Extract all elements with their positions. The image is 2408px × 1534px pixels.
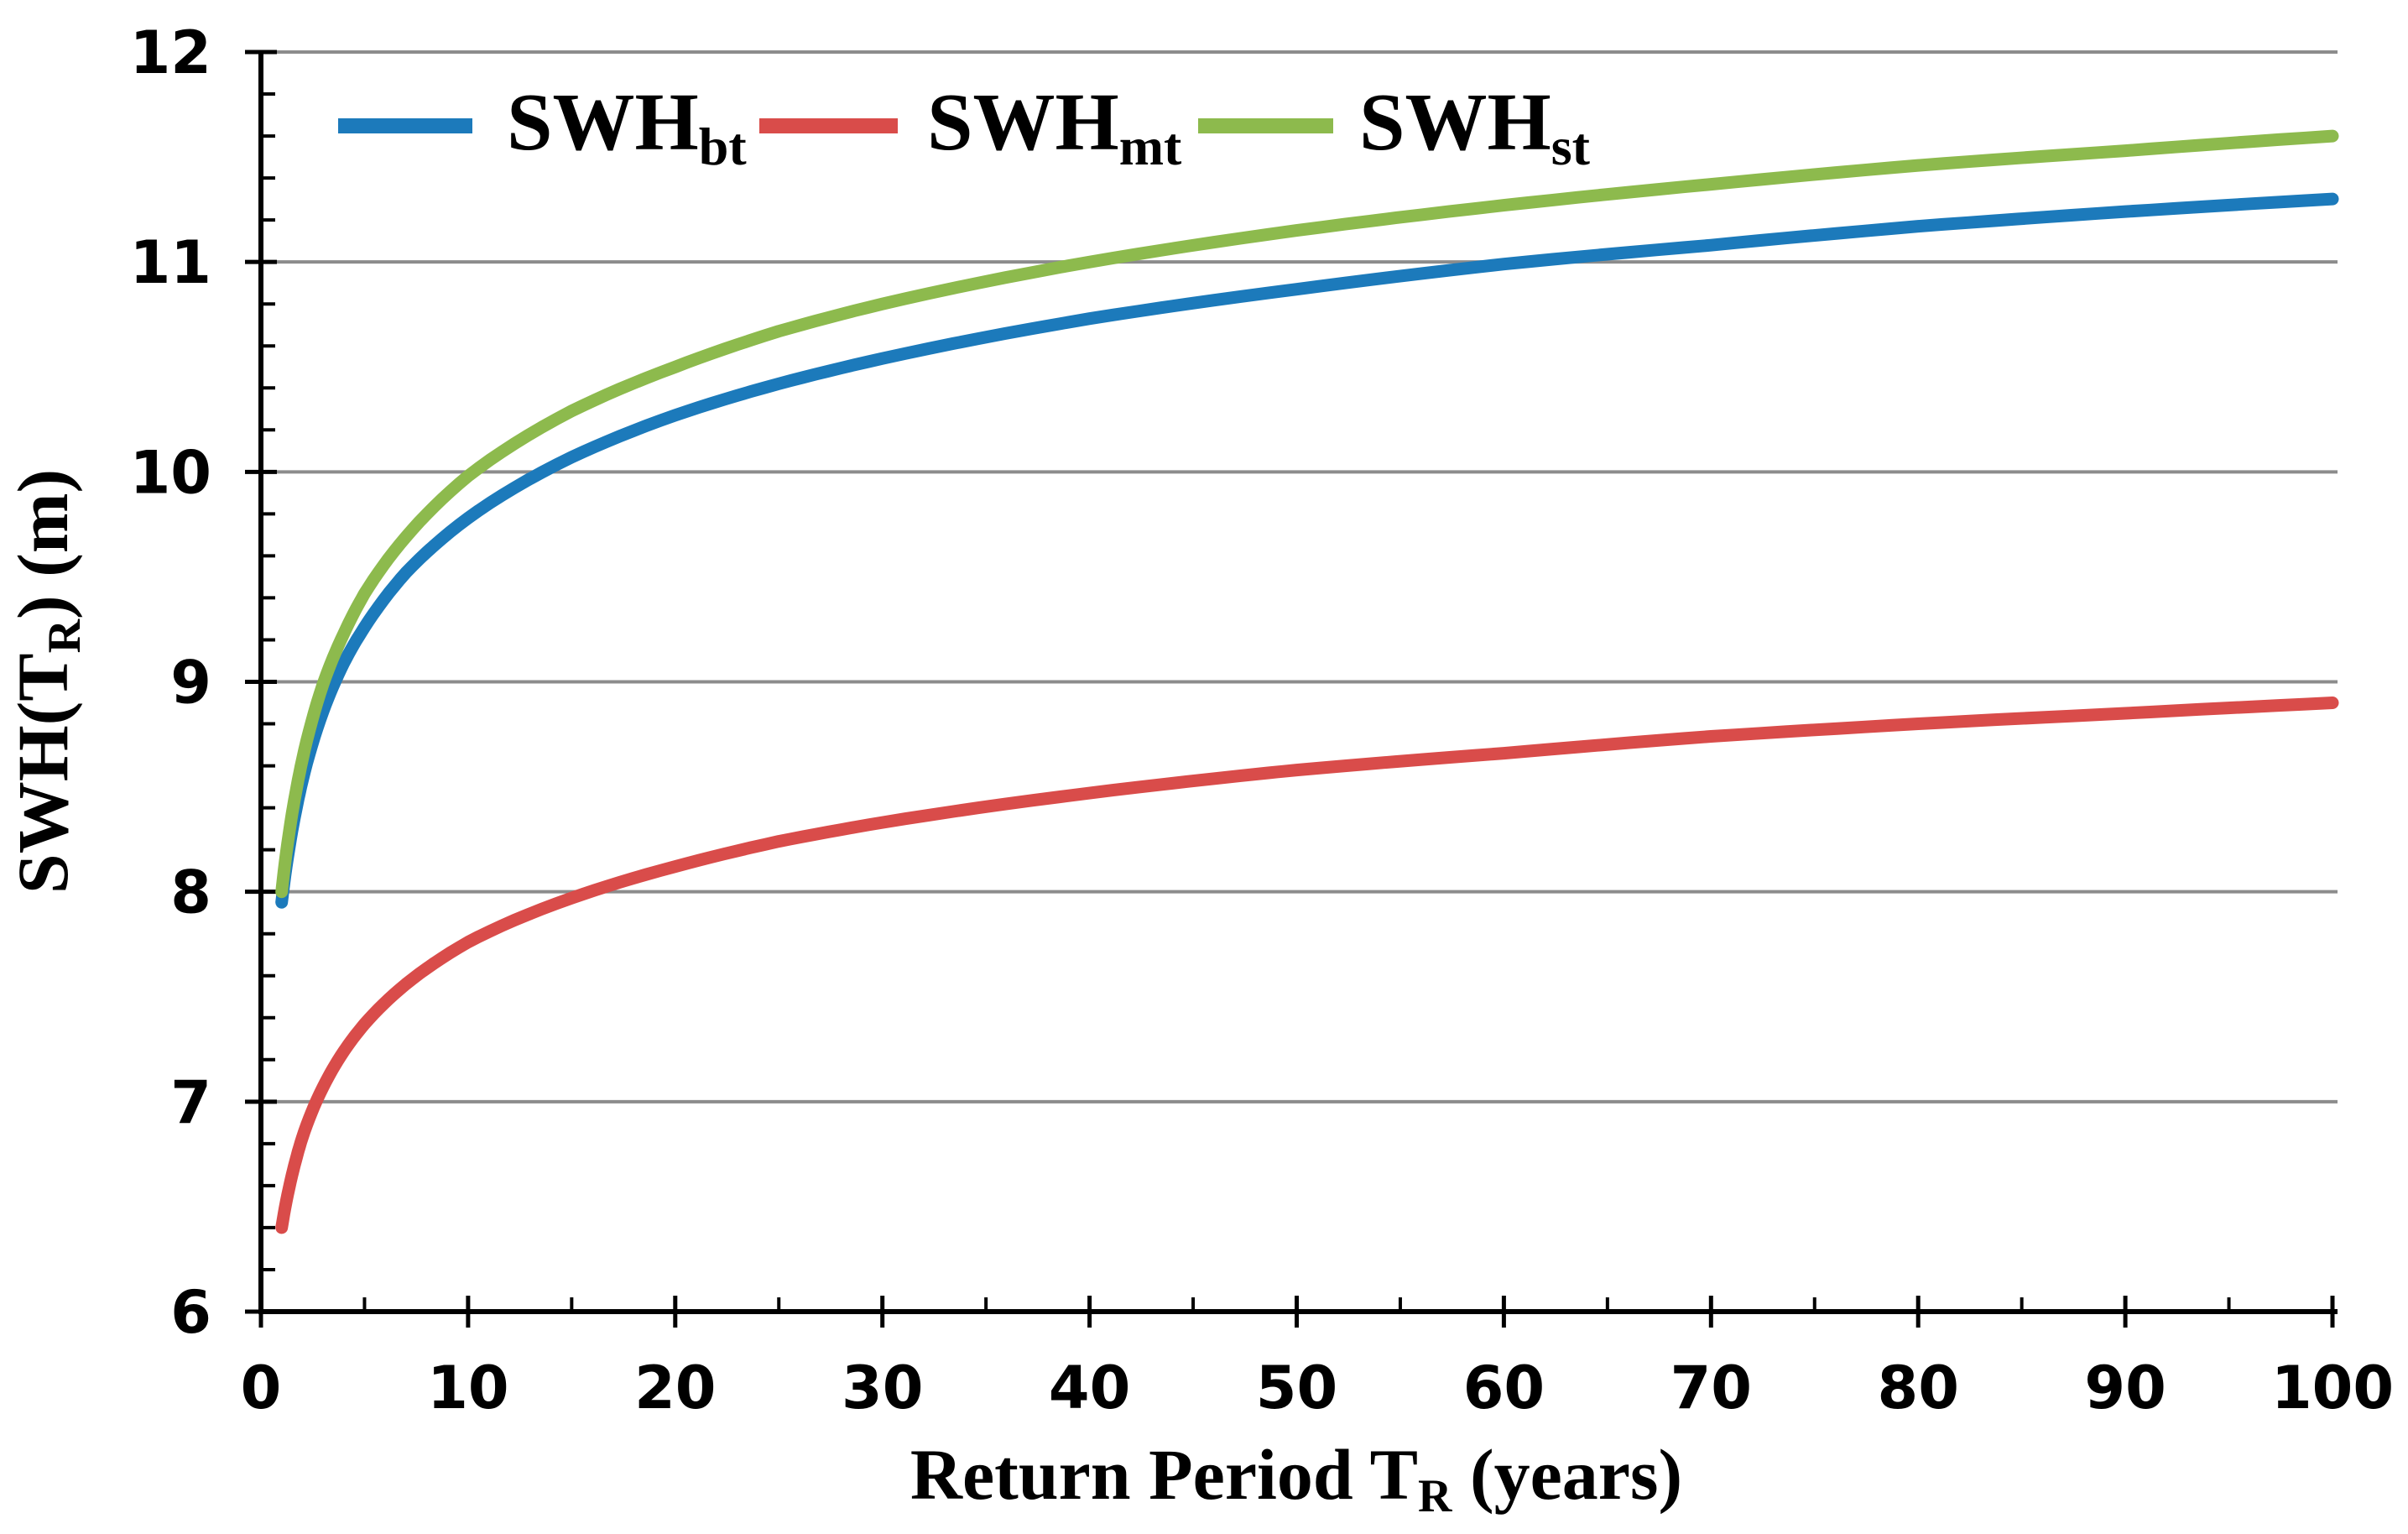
x-tick-label-50: 50 [1256, 1354, 1337, 1422]
x-axis-title: Return Period TR (years) [910, 1434, 1682, 1522]
y-tick-label-10: 10 [130, 438, 211, 507]
y-tick-label-11: 11 [130, 228, 211, 297]
y-tick-label-6: 6 [170, 1278, 211, 1347]
legend-label-mt: SWHmt [927, 77, 1182, 176]
x-tick-label-70: 70 [1670, 1354, 1752, 1422]
x-tick-label-0: 0 [241, 1354, 282, 1422]
x-tick-label-10: 10 [427, 1354, 508, 1422]
x-tick-label-20: 20 [634, 1354, 716, 1422]
y-axis-title: SWH(TR) (m) [3, 469, 91, 894]
curve-swh-mt [275, 697, 2339, 1234]
curve-swh-st [275, 129, 2339, 899]
x-tick-label-80: 80 [1877, 1354, 1958, 1422]
y-tick-label-8: 8 [170, 858, 211, 927]
x-tick-label-40: 40 [1049, 1354, 1130, 1422]
legend-label-bt: SWHbt [507, 77, 747, 176]
legend-label-st: SWHst [1359, 77, 1591, 176]
y-tick-label-12: 12 [130, 18, 211, 87]
x-tick-label-60: 60 [1463, 1354, 1545, 1422]
x-tick-label-100: 100 [2271, 1354, 2394, 1422]
x-tick-label-90: 90 [2084, 1354, 2166, 1422]
curve-swh-bt [275, 192, 2339, 909]
x-tick-label-30: 30 [842, 1354, 923, 1422]
y-tick-label-7: 7 [170, 1068, 211, 1137]
y-tick-label-9: 9 [170, 649, 211, 717]
